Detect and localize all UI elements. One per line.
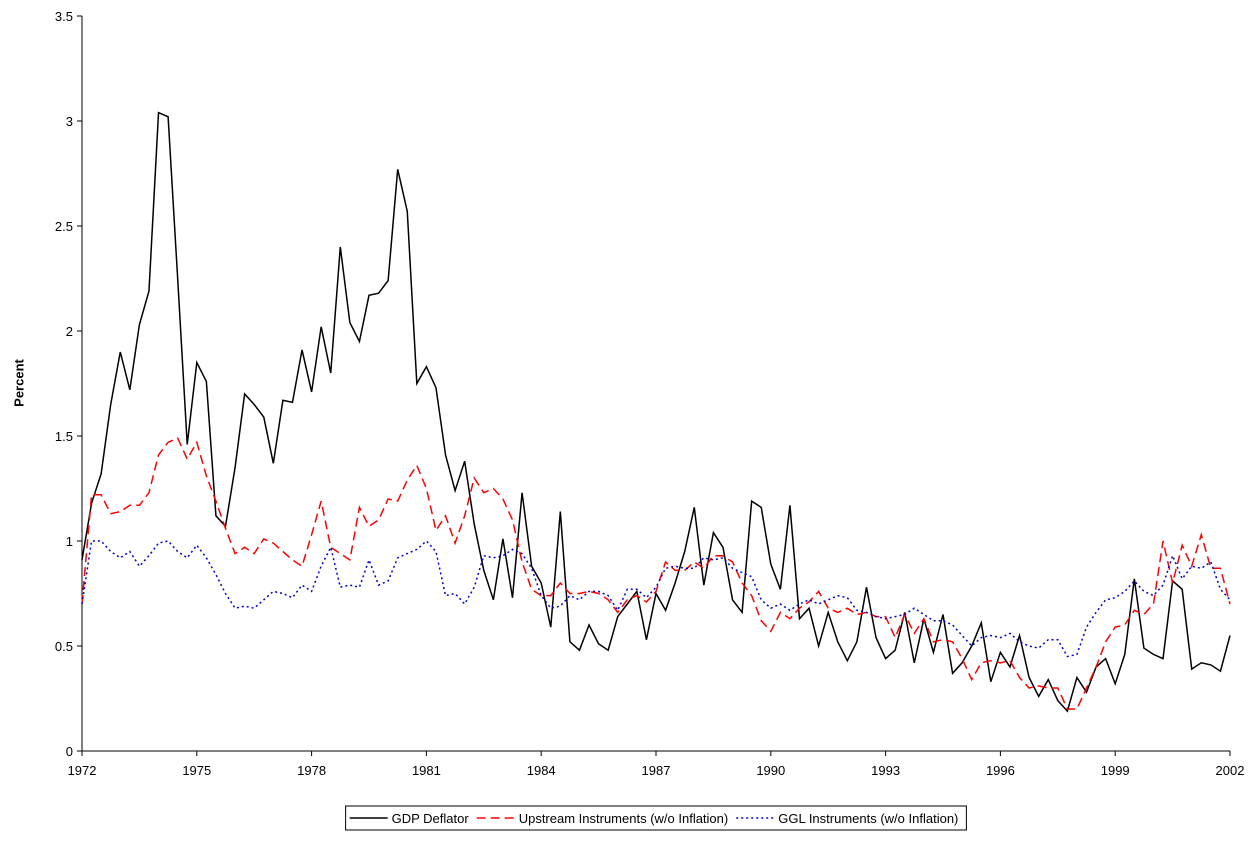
y-tick-label: 2	[66, 324, 73, 339]
y-tick-label: 3.5	[55, 9, 73, 24]
y-tick-label: 0	[66, 744, 73, 759]
series-line	[81, 111, 1231, 713]
legend-label: Upstream Instruments (w/o Inflation)	[519, 811, 729, 826]
legend-label: GDP Deflator	[392, 811, 470, 826]
y-tick-label: 1.5	[55, 429, 73, 444]
x-tick-label: 1990	[756, 763, 785, 778]
x-tick-label: 1984	[527, 763, 556, 778]
legend-label: GGL Instruments (w/o Inflation)	[778, 811, 958, 826]
x-tick-label: 1999	[1101, 763, 1130, 778]
series-line	[81, 437, 1231, 710]
y-axis-title: Percent	[11, 358, 26, 406]
x-tick-label: 1972	[68, 763, 97, 778]
x-tick-label: 1975	[182, 763, 211, 778]
x-tick-label: 2002	[1216, 763, 1245, 778]
legend-box	[345, 805, 967, 831]
x-tick-label: 1981	[412, 763, 441, 778]
y-tick-label: 3	[66, 114, 73, 129]
x-tick-label: 1993	[871, 763, 900, 778]
x-tick-label: 1996	[986, 763, 1015, 778]
y-tick-label: 0.5	[55, 639, 73, 654]
x-tick-label: 1978	[297, 763, 326, 778]
series-line	[81, 539, 1231, 658]
y-tick-label: 2.5	[55, 219, 73, 234]
x-tick-label: 1987	[642, 763, 671, 778]
y-tick-label: 1	[66, 534, 73, 549]
